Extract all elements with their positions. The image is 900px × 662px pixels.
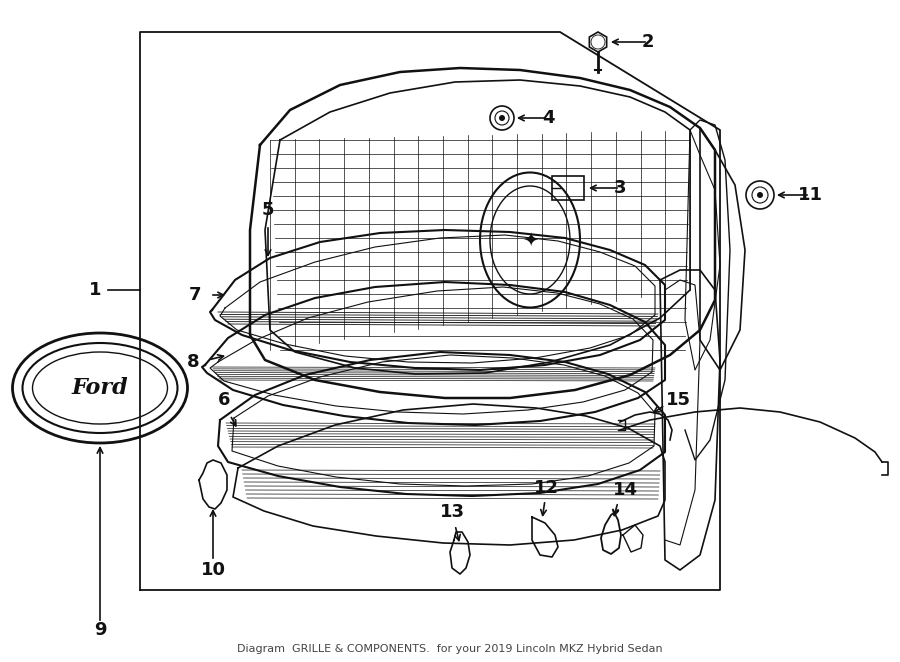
- Text: 10: 10: [201, 561, 226, 579]
- Text: 14: 14: [613, 481, 637, 499]
- Text: Ford: Ford: [72, 377, 129, 399]
- Text: 4: 4: [542, 109, 554, 127]
- Text: 1: 1: [89, 281, 101, 299]
- Text: 7: 7: [189, 286, 202, 304]
- Text: 11: 11: [797, 186, 823, 204]
- Text: ✦: ✦: [522, 230, 538, 250]
- Text: 12: 12: [534, 479, 559, 497]
- Text: 13: 13: [439, 503, 464, 521]
- Text: 8: 8: [186, 353, 199, 371]
- Circle shape: [757, 192, 763, 198]
- Text: 5: 5: [262, 201, 274, 219]
- Text: 6: 6: [218, 391, 230, 409]
- Text: Diagram  GRILLE & COMPONENTS.  for your 2019 Lincoln MKZ Hybrid Sedan: Diagram GRILLE & COMPONENTS. for your 20…: [238, 644, 662, 654]
- Text: 9: 9: [94, 621, 106, 639]
- Text: 3: 3: [614, 179, 626, 197]
- Text: 15: 15: [665, 391, 690, 409]
- Circle shape: [499, 115, 505, 121]
- Text: 2: 2: [642, 33, 654, 51]
